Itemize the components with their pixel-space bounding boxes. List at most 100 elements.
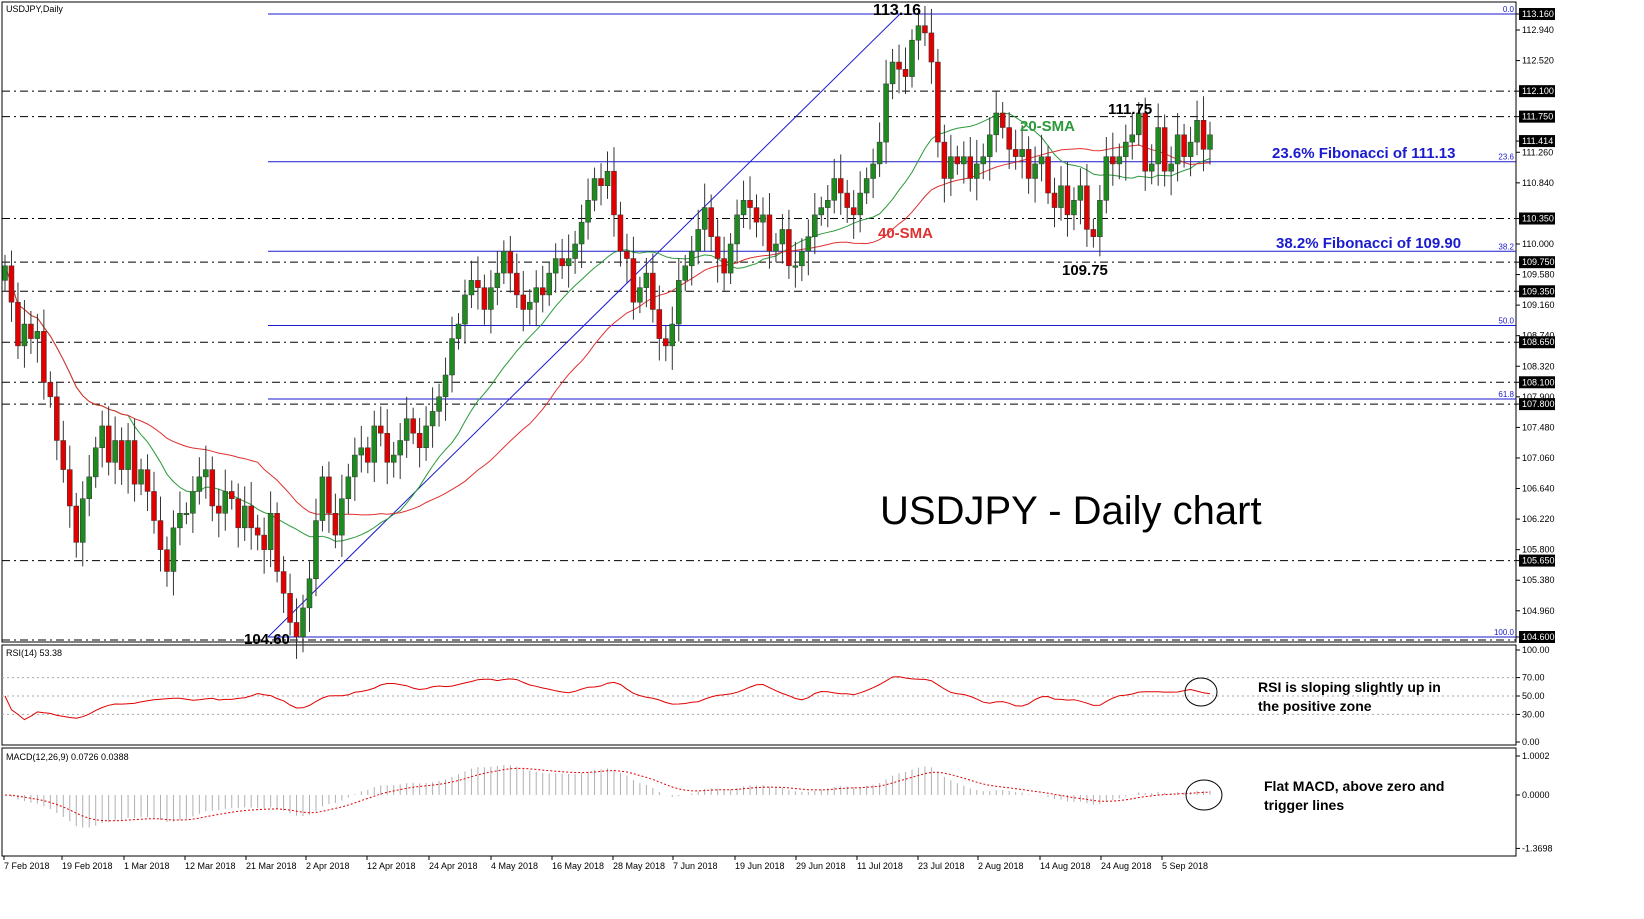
fib-level-label: 61.8 (1498, 390, 1514, 399)
price-tick-label: 106.640 (1522, 484, 1555, 494)
rsi-panel-frame (1, 644, 1517, 746)
candle-body (818, 207, 825, 216)
rsi-tick-label: 100.00 (1522, 645, 1550, 655)
candle-body (468, 280, 475, 296)
candle-body (967, 156, 974, 179)
candle-body (650, 272, 656, 310)
candle-body (501, 251, 507, 274)
date-tick-label: 29 Jun 2018 (796, 861, 846, 871)
candle-body (449, 338, 455, 376)
candle-body (125, 440, 131, 470)
candle-body (8, 265, 15, 303)
candle-body (591, 178, 598, 201)
fib-level-label: 0.0 (1503, 5, 1515, 14)
date-tick-label: 23 Jul 2018 (918, 861, 965, 871)
date-tick-label: 19 Jun 2018 (735, 861, 785, 871)
candle-body (254, 527, 261, 536)
candle-body (598, 178, 604, 187)
price-tick-label: 111.260 (1522, 147, 1553, 157)
candle-body (274, 513, 280, 572)
candle-body (1194, 120, 1200, 143)
candle-body (578, 221, 585, 245)
date-tick-label: 1 Mar 2018 (124, 861, 170, 871)
date-tick-label: 12 Mar 2018 (185, 861, 236, 871)
candle-body (1071, 200, 1077, 216)
candle-body (462, 294, 468, 325)
candle-body (1174, 134, 1181, 165)
candle-body (714, 236, 721, 259)
trough-label: 109.75 (1062, 262, 1108, 279)
price-highlight-box (1519, 85, 1555, 98)
candle-body (1168, 163, 1174, 172)
candle-body (533, 287, 539, 303)
candle-body (928, 32, 935, 63)
price-panel-frame (1, 1, 1517, 643)
price-highlight-box (1519, 212, 1555, 225)
candle-body (922, 25, 928, 34)
candle-body (1045, 156, 1051, 194)
date-tick-label: 11 Jul 2018 (857, 861, 903, 871)
candle-body (993, 112, 999, 136)
rsi-tick-label: 50.00 (1522, 691, 1545, 701)
candle-body (630, 258, 637, 303)
candle-body (442, 374, 449, 398)
candle-body (565, 258, 572, 267)
macd-note-line1: Flat MACD, above zero and (1264, 778, 1444, 794)
price-tick-label: 105.800 (1522, 545, 1555, 555)
candle-body (416, 432, 423, 449)
candle-body (209, 469, 216, 507)
candle-body (79, 498, 86, 543)
macd-tick-label: 1.0002 (1522, 751, 1550, 761)
price-highlight-box (1519, 285, 1555, 298)
date-axis: 7 Feb 2018 19 Feb 2018 1 Mar 2018 12 Mar 20… (3, 856, 1208, 871)
candle-body (935, 61, 941, 143)
candle-body (559, 258, 565, 267)
candle-body (773, 243, 779, 252)
fib-level-label: 23.6 (1498, 153, 1514, 162)
candle-body (863, 178, 870, 194)
candle-body (663, 338, 669, 347)
candle-body (786, 229, 792, 267)
candle-body (1012, 149, 1019, 157)
candle-body (403, 418, 410, 441)
price-tick-label: 104.960 (1522, 606, 1555, 616)
date-tick-label: 2 Aug 2018 (978, 861, 1024, 871)
candle-body (1161, 127, 1168, 172)
candle-body (1038, 156, 1045, 165)
price-highlight-box (1519, 398, 1555, 411)
candle-body (481, 287, 488, 310)
candle-body (410, 418, 416, 434)
candle-body (248, 505, 254, 529)
candle-body (1110, 156, 1116, 165)
date-tick-label: 2 Apr 2018 (306, 861, 350, 871)
candle-body (1006, 127, 1012, 150)
candle-body (494, 272, 501, 288)
symbol-label: USDJPY,Daily (6, 4, 63, 14)
candle-body (54, 396, 60, 441)
candle-body (319, 476, 326, 521)
candle-body (721, 258, 727, 274)
date-tick-label: 19 Feb 2018 (62, 861, 113, 871)
candle-body (1187, 141, 1194, 157)
date-tick-label: 7 Jun 2018 (673, 861, 718, 871)
candle-body (1123, 141, 1129, 157)
candle-body (954, 156, 961, 165)
date-tick-label: 28 May 2018 (613, 861, 665, 871)
candle-body (1051, 192, 1058, 208)
date-tick-label: 4 May 2018 (491, 861, 538, 871)
candle-body (617, 214, 624, 252)
candle-body (747, 200, 753, 208)
macd-label: MACD(12,26,9) 0.0726 0.0388 (6, 752, 129, 762)
fib382-label: 38.2% Fibonacci of 109.90 (1276, 235, 1461, 252)
candle-body (637, 287, 643, 303)
candle-body (60, 440, 67, 470)
candle-body (267, 513, 274, 550)
candle-body (164, 549, 170, 572)
macd-highlight-circle (1185, 779, 1223, 811)
price-tick-label: 108.740 (1522, 331, 1555, 341)
candle-body (805, 236, 812, 252)
candle-body (1148, 163, 1155, 172)
candle-body (514, 272, 520, 296)
candle-body (1155, 127, 1161, 165)
sma20-label: 20-SMA (1020, 118, 1075, 135)
